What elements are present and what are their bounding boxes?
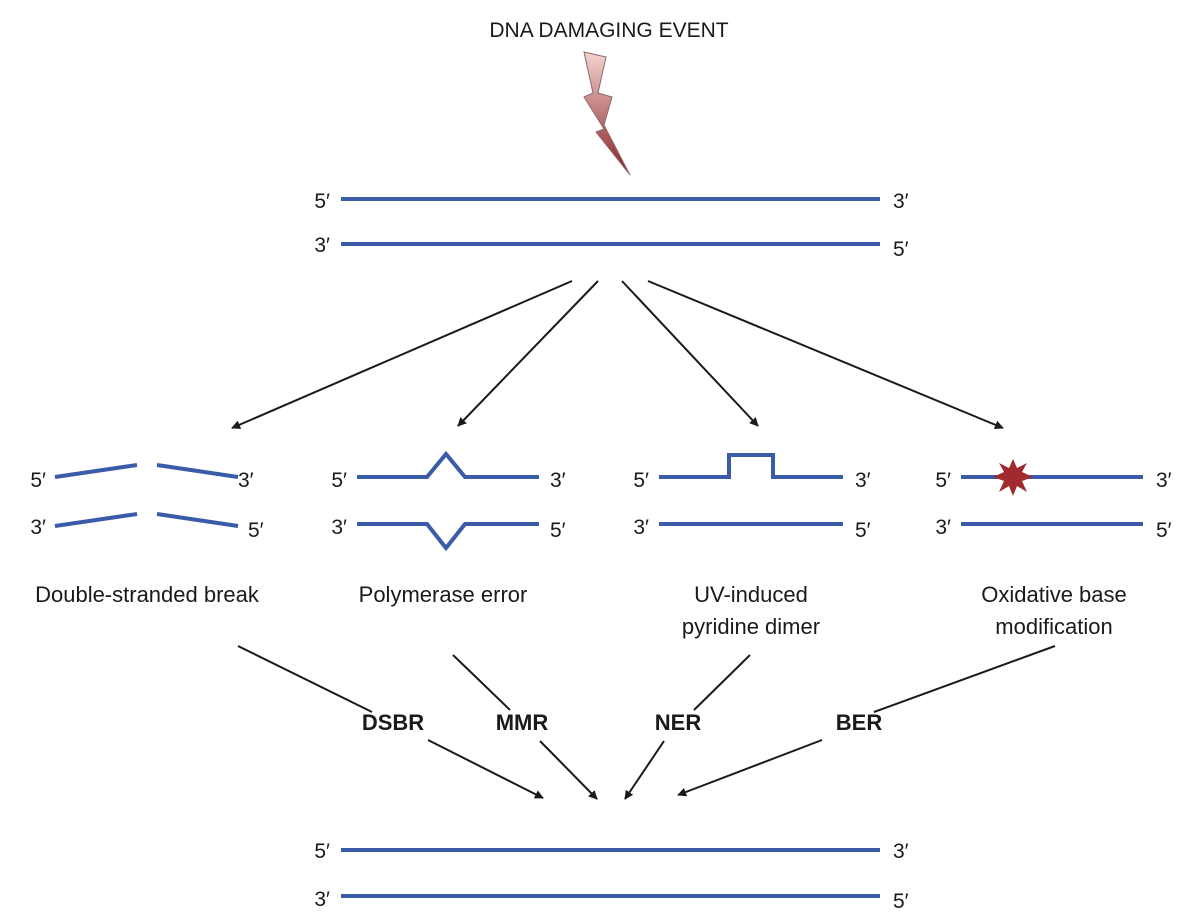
strand-end-label: 3′ bbox=[30, 516, 46, 539]
strand-end-label: 5′ bbox=[314, 190, 330, 213]
damage-uv-induced-pyridine-dimer: 5′ 3′ 3′ 5′ UV-induced pyridine dimer bbox=[633, 453, 871, 639]
lightning-bolt-icon bbox=[583, 51, 631, 176]
damage-double-stranded-break: 5′ 3′ 3′ 5′ Double-stranded break bbox=[30, 463, 264, 607]
damage-caption: Double-stranded break bbox=[35, 582, 260, 607]
strand-end-label: 3′ bbox=[1156, 469, 1172, 492]
strand-end-label: 3′ bbox=[238, 469, 254, 492]
repair-arrows bbox=[427, 739, 823, 800]
strand-end-label: 3′ bbox=[314, 888, 330, 911]
strand-end-label: 3′ bbox=[935, 516, 951, 539]
damage-caption: pyridine dimer bbox=[682, 614, 820, 639]
damage-caption: UV-induced bbox=[694, 582, 808, 607]
repair-connectors bbox=[237, 645, 1056, 713]
repair-label-ber: BER bbox=[836, 710, 883, 735]
repaired-dna-bottom: 5′ 3′ 3′ 5′ bbox=[314, 840, 908, 913]
strand-end-label: 5′ bbox=[331, 469, 347, 492]
strand-end-label: 5′ bbox=[314, 840, 330, 863]
strand-end-label: 3′ bbox=[855, 469, 871, 492]
damage-oxidative-base-modification: 5′ 3′ 3′ 5′ Oxidative base modification bbox=[935, 459, 1172, 639]
strand-end-label: 3′ bbox=[893, 840, 909, 863]
lesion-star-icon bbox=[993, 459, 1033, 496]
strand-end-label: 3′ bbox=[331, 516, 347, 539]
strand-end-label: 5′ bbox=[550, 519, 566, 542]
damage-caption: modification bbox=[995, 614, 1112, 639]
strand-end-label: 5′ bbox=[633, 469, 649, 492]
strand-end-label: 3′ bbox=[550, 469, 566, 492]
repair-label-dsbr: DSBR bbox=[362, 710, 424, 735]
strand-end-label: 5′ bbox=[893, 890, 909, 913]
strand-end-label: 3′ bbox=[314, 234, 330, 257]
strand-end-label: 5′ bbox=[893, 238, 909, 261]
strand-end-label: 3′ bbox=[893, 190, 909, 213]
repair-label-ner: NER bbox=[655, 710, 702, 735]
strand-end-label: 5′ bbox=[30, 469, 46, 492]
damage-polymerase-error: 5′ 3′ 3′ 5′ Polymerase error bbox=[331, 450, 566, 607]
strand-end-label: 5′ bbox=[855, 519, 871, 542]
intact-dna-top: 5′ 3′ 3′ 5′ bbox=[314, 190, 908, 261]
repair-label-mmr: MMR bbox=[496, 710, 549, 735]
diagram-title: DNA DAMAGING EVENT bbox=[489, 19, 728, 42]
damage-caption: Oxidative base bbox=[981, 582, 1127, 607]
strand-end-label: 5′ bbox=[248, 519, 264, 542]
strand-end-label: 5′ bbox=[1156, 519, 1172, 542]
strand-end-label: 3′ bbox=[633, 516, 649, 539]
damage-caption: Polymerase error bbox=[359, 582, 528, 607]
strand-end-label: 5′ bbox=[935, 469, 951, 492]
damage-arrows bbox=[231, 280, 1004, 430]
